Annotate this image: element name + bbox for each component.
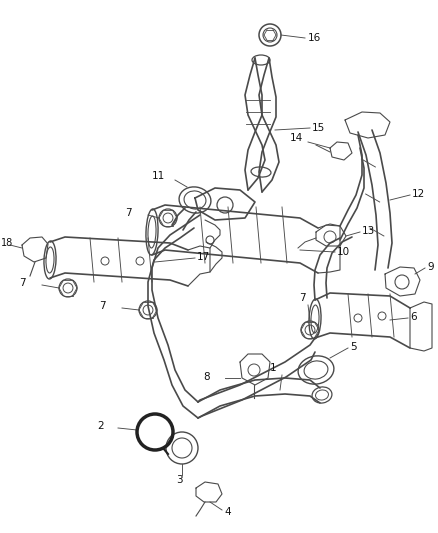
Text: 11: 11 (152, 171, 165, 181)
Text: 3: 3 (176, 475, 183, 485)
Text: 12: 12 (412, 189, 425, 199)
Text: 6: 6 (410, 312, 417, 322)
Text: 17: 17 (197, 252, 210, 262)
Text: 13: 13 (362, 226, 375, 236)
Text: 2: 2 (97, 421, 104, 431)
Text: 18: 18 (1, 238, 13, 248)
Text: 1: 1 (270, 363, 277, 373)
Text: 7: 7 (125, 208, 132, 218)
Text: 15: 15 (312, 123, 325, 133)
Text: 10: 10 (337, 247, 350, 257)
Text: 8: 8 (203, 372, 210, 382)
Text: 7: 7 (19, 278, 26, 288)
Text: 5: 5 (350, 342, 357, 352)
Text: 4: 4 (224, 507, 231, 517)
Text: 14: 14 (290, 133, 303, 143)
Text: 9: 9 (427, 262, 434, 272)
Text: 7: 7 (299, 293, 305, 303)
Text: 7: 7 (99, 301, 106, 311)
Text: 16: 16 (308, 33, 321, 43)
